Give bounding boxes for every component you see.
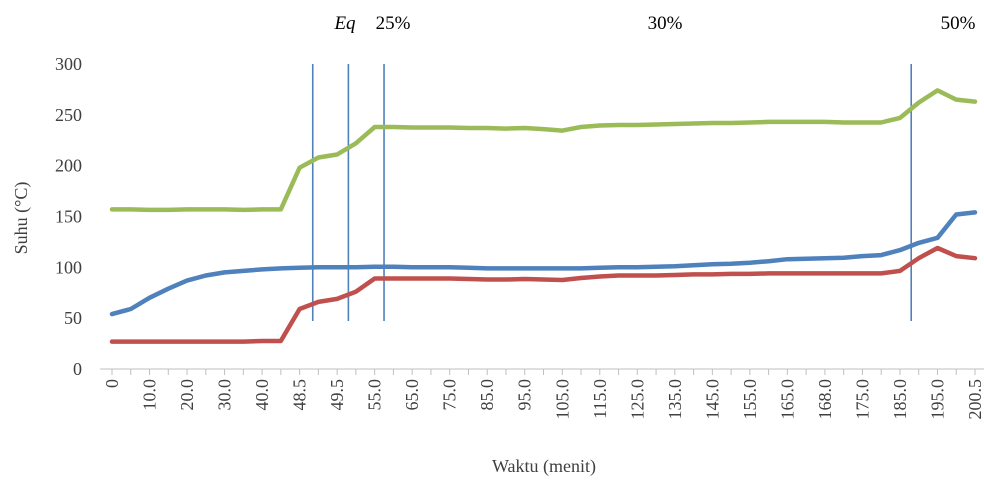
- vertical-markers: [311, 64, 913, 321]
- x-tick-label: 175.0: [852, 379, 872, 420]
- x-tick-label: 85.0: [477, 379, 497, 411]
- y-tick-label: 100: [55, 257, 82, 277]
- series-line-1: [109, 88, 978, 213]
- x-tick-label: 168.0: [815, 379, 835, 420]
- y-tick-label: 150: [55, 207, 82, 227]
- x-tick-label: 185.0: [890, 379, 910, 420]
- x-tick-label: 135.0: [665, 379, 685, 420]
- series-line-2: [109, 210, 978, 317]
- y-tick-label: 0: [73, 359, 82, 379]
- x-tick-label: 145.0: [702, 379, 722, 420]
- y-tick-label: 250: [55, 105, 82, 125]
- annotation-label: 25%: [376, 13, 411, 34]
- x-tick-label: 165.0: [777, 379, 797, 420]
- y-tick-label: 200: [55, 156, 82, 176]
- x-tick-label: 125.0: [627, 379, 647, 420]
- x-tick-label: 95.0: [515, 379, 535, 411]
- x-tick-label: 65.0: [402, 379, 422, 411]
- axes-layer: 0 50 100 150 200 250 300 0 10.0 20.0 30.0 40.0 48.5 4…: [55, 54, 984, 420]
- series-layer: [109, 88, 978, 344]
- x-tick-label: 55.0: [365, 379, 385, 411]
- x-tick-label: 75.0: [440, 379, 460, 411]
- annotation-label: Eq: [333, 13, 356, 34]
- x-tick-label: 200.5: [965, 379, 984, 420]
- x-tick-label: 195.0: [927, 379, 947, 420]
- x-tick-label: 49.5: [327, 379, 347, 411]
- x-tick-label: 155.0: [740, 379, 760, 420]
- x-tick-label: 20.0: [177, 379, 197, 411]
- series-line-3: [109, 245, 978, 344]
- x-tick-label: 48.5: [290, 379, 310, 411]
- x-tick-label: 105.0: [552, 379, 572, 420]
- x-tick-label: 115.0: [590, 379, 610, 419]
- y-tick-label: 300: [55, 54, 82, 74]
- annotation-label: 50%: [941, 13, 976, 34]
- x-axis-title: Waktu (menit): [492, 456, 596, 477]
- y-axis-title: Suhu (°C): [11, 182, 32, 255]
- annotation-label: 30%: [648, 13, 683, 34]
- x-tick-label: 40.0: [252, 379, 272, 411]
- y-tick-label: 50: [64, 308, 82, 328]
- annotations: Eq 25% 30% 50%: [333, 13, 975, 34]
- x-tick-label: 30.0: [215, 379, 235, 411]
- x-tick-label: 0: [102, 379, 122, 388]
- x-tick-label: 10.0: [140, 379, 160, 411]
